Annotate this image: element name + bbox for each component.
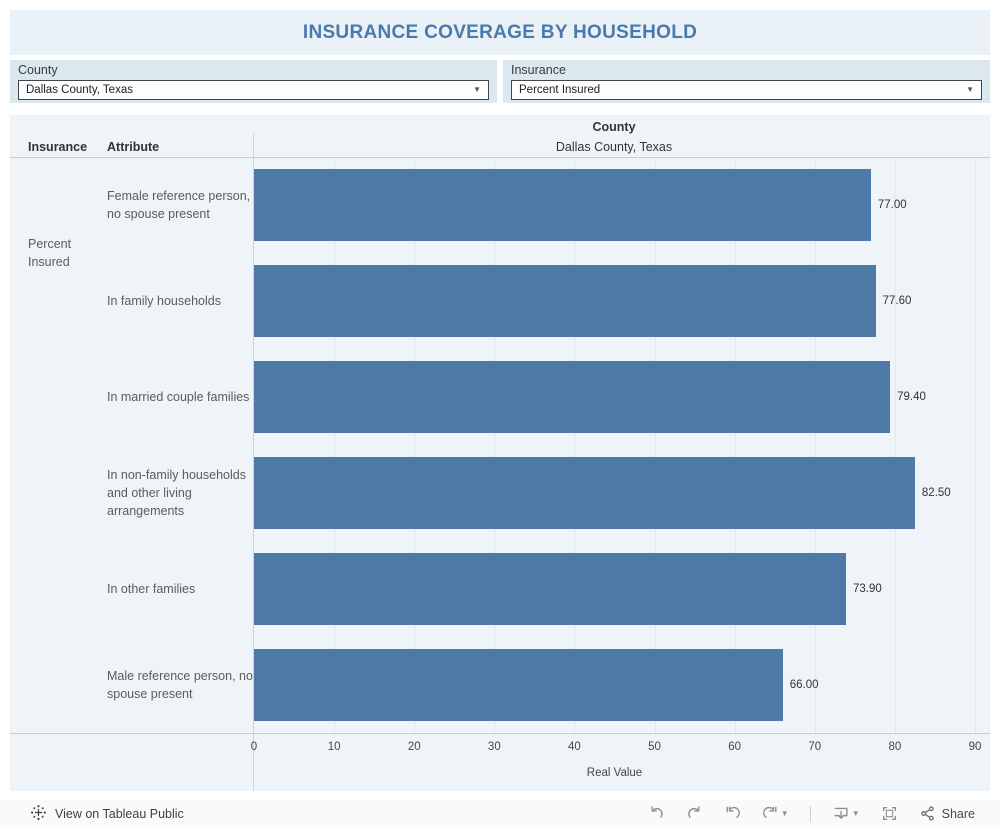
share-icon [919, 805, 936, 822]
attribute-column-header: Attribute [107, 140, 159, 154]
redo-button[interactable] [686, 805, 703, 822]
bar-area: 73.90 [254, 541, 975, 637]
x-axis-title: Real Value [254, 767, 975, 779]
chevron-down-icon: ▼ [781, 810, 789, 818]
chevron-down-icon: ▼ [852, 810, 860, 818]
insurance-filter-label: Insurance [511, 63, 982, 77]
bar-area: 77.00 [254, 157, 975, 253]
refresh-icon [762, 805, 779, 822]
bar-area: 66.00 [254, 637, 975, 733]
insurance-filter-value: Percent Insured [519, 84, 600, 96]
x-tick-label: 50 [648, 741, 661, 753]
replay-button[interactable] [724, 805, 741, 822]
bar-area: 77.60 [254, 253, 975, 349]
attribute-label: Male reference person, no spouse present [107, 637, 259, 733]
bar-value-label: 79.40 [897, 391, 926, 403]
x-tick-label: 10 [328, 741, 341, 753]
bar[interactable] [254, 265, 876, 337]
refresh-button[interactable]: ▼ [762, 805, 789, 822]
table-row: In family households 77.60 [10, 253, 990, 349]
toolbar-separator [810, 806, 811, 822]
x-tick-label: 80 [888, 741, 901, 753]
fullscreen-icon [881, 805, 898, 822]
insurance-filter: Insurance Percent Insured ▼ [503, 60, 990, 103]
bar-value-label: 82.50 [922, 487, 951, 499]
share-button[interactable]: Share [919, 805, 975, 822]
bar-area: 79.40 [254, 349, 975, 445]
x-tick-label: 40 [568, 741, 581, 753]
undo-button[interactable] [648, 805, 665, 822]
county-filter: County Dallas County, Texas ▼ [10, 60, 497, 103]
county-filter-value: Dallas County, Texas [26, 84, 133, 96]
measure-group-label: Percent Insured [28, 235, 84, 271]
view-on-tableau-public-label: View on Tableau Public [55, 807, 184, 821]
bar-value-label: 73.90 [853, 583, 882, 595]
attribute-label: In family households [107, 253, 259, 349]
attribute-label: Female reference person, no spouse prese… [107, 157, 259, 253]
table-row: Male reference person, no spouse present… [10, 637, 990, 733]
attribute-label: In non-family households and other livin… [107, 445, 259, 541]
insurance-filter-dropdown[interactable]: Percent Insured ▼ [511, 80, 982, 100]
x-tick-label: 20 [408, 741, 421, 753]
page-title: INSURANCE COVERAGE BY HOUSEHOLD [303, 22, 697, 44]
table-row: In other families 73.90 [10, 541, 990, 637]
table-row: In married couple families 79.40 [10, 349, 990, 445]
x-tick-label: 60 [728, 741, 741, 753]
attribute-label: In married couple families [107, 349, 259, 445]
tableau-toolbar: View on Tableau Public [0, 800, 1000, 827]
bar-value-label: 66.00 [790, 679, 819, 691]
download-device-icon [832, 805, 850, 822]
download-button[interactable]: ▼ [832, 805, 860, 822]
x-tick-label: 90 [969, 741, 982, 753]
table-row: In non-family households and other livin… [10, 445, 990, 541]
chart-rows: Female reference person, no spouse prese… [10, 157, 990, 733]
bar-value-label: 77.00 [878, 199, 907, 211]
chevron-down-icon: ▼ [473, 86, 481, 94]
insurance-column-header: Insurance [28, 140, 87, 154]
x-tick-label: 30 [488, 741, 501, 753]
bar[interactable] [254, 169, 871, 241]
attribute-label: In other families [107, 541, 259, 637]
x-tick-label: 0 [251, 741, 257, 753]
county-filter-dropdown[interactable]: Dallas County, Texas ▼ [18, 80, 489, 100]
axis-divider-horizontal [10, 733, 990, 734]
bar[interactable] [254, 457, 915, 529]
x-axis-ticks: 0102030405060708090 [254, 741, 975, 755]
fullscreen-button[interactable] [881, 805, 898, 822]
replay-icon [724, 805, 741, 822]
table-row: Female reference person, no spouse prese… [10, 157, 990, 253]
county-column-header: County [253, 120, 975, 134]
county-filter-label: County [18, 63, 489, 77]
bar[interactable] [254, 649, 783, 721]
county-column-value: Dallas County, Texas [253, 140, 975, 154]
chart-panel: County Dallas County, Texas Insurance At… [10, 115, 990, 791]
view-on-tableau-public-link[interactable]: View on Tableau Public [30, 804, 184, 824]
bar-value-label: 77.60 [883, 295, 912, 307]
tableau-logo-icon [30, 804, 47, 824]
undo-icon [648, 805, 665, 822]
chevron-down-icon: ▼ [966, 86, 974, 94]
bar-area: 82.50 [254, 445, 975, 541]
bar[interactable] [254, 361, 890, 433]
dashboard-title-bar: INSURANCE COVERAGE BY HOUSEHOLD [10, 10, 990, 55]
redo-icon [686, 805, 703, 822]
bar[interactable] [254, 553, 846, 625]
share-button-label: Share [942, 807, 975, 821]
x-tick-label: 70 [808, 741, 821, 753]
